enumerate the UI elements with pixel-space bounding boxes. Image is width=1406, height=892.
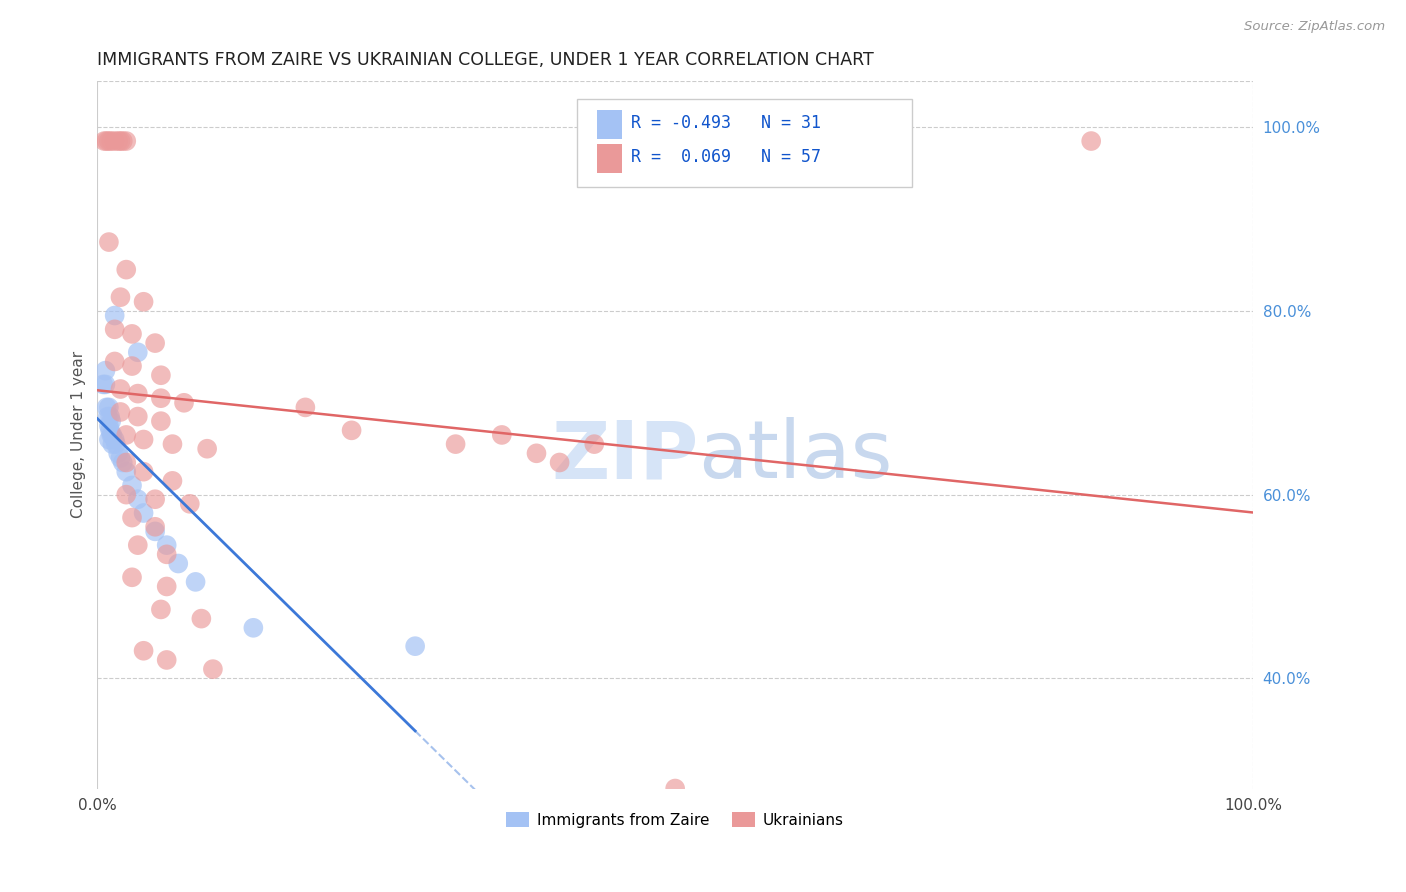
Point bbox=[104, 309, 127, 323]
Point bbox=[115, 488, 138, 502]
Point bbox=[101, 437, 124, 451]
Point bbox=[143, 492, 166, 507]
Point bbox=[167, 557, 190, 571]
Point bbox=[115, 465, 138, 479]
Point bbox=[107, 134, 129, 148]
Point bbox=[115, 262, 138, 277]
Point bbox=[173, 396, 195, 410]
Point bbox=[98, 423, 121, 437]
Text: R = -0.493   N = 31: R = -0.493 N = 31 bbox=[631, 114, 821, 132]
Point bbox=[91, 377, 114, 392]
Point bbox=[149, 391, 172, 405]
Point bbox=[127, 345, 149, 359]
Point bbox=[664, 781, 686, 796]
Point bbox=[101, 428, 124, 442]
Point bbox=[184, 574, 207, 589]
Point bbox=[526, 446, 548, 460]
Point bbox=[121, 326, 143, 341]
Bar bbox=[596, 144, 621, 173]
Text: Source: ZipAtlas.com: Source: ZipAtlas.com bbox=[1244, 20, 1385, 33]
Point bbox=[143, 520, 166, 534]
Point bbox=[110, 134, 132, 148]
Point bbox=[583, 437, 606, 451]
FancyBboxPatch shape bbox=[576, 99, 912, 187]
Point bbox=[149, 602, 172, 616]
Point bbox=[127, 538, 149, 552]
Point bbox=[127, 409, 149, 424]
Point bbox=[104, 354, 127, 368]
Point bbox=[100, 414, 122, 428]
Point bbox=[404, 639, 426, 653]
Point bbox=[294, 401, 316, 415]
Point bbox=[132, 465, 155, 479]
Point bbox=[98, 409, 121, 424]
Point bbox=[96, 134, 118, 148]
Point bbox=[97, 418, 120, 433]
Point bbox=[97, 235, 120, 249]
Point bbox=[104, 134, 127, 148]
Point bbox=[110, 405, 132, 419]
Point bbox=[96, 401, 118, 415]
Point bbox=[104, 437, 127, 451]
Point bbox=[444, 437, 467, 451]
Text: R =  0.069   N = 57: R = 0.069 N = 57 bbox=[631, 148, 821, 166]
Point bbox=[132, 433, 155, 447]
Point bbox=[104, 433, 127, 447]
Point bbox=[94, 377, 117, 392]
Point bbox=[162, 474, 184, 488]
Point bbox=[121, 359, 143, 373]
Point bbox=[143, 336, 166, 351]
Point bbox=[110, 382, 132, 396]
Point bbox=[162, 437, 184, 451]
Point bbox=[127, 492, 149, 507]
Point bbox=[121, 478, 143, 492]
Point bbox=[93, 134, 115, 148]
Point bbox=[121, 510, 143, 524]
Point bbox=[195, 442, 218, 456]
Point bbox=[107, 446, 129, 460]
Point bbox=[491, 428, 513, 442]
Text: ZIP: ZIP bbox=[551, 417, 699, 495]
Point bbox=[121, 570, 143, 584]
Point bbox=[110, 290, 132, 304]
Bar bbox=[596, 110, 621, 139]
Point bbox=[179, 497, 201, 511]
Point bbox=[548, 455, 571, 469]
Point bbox=[132, 294, 155, 309]
Point bbox=[201, 662, 224, 676]
Point bbox=[132, 506, 155, 520]
Point bbox=[156, 653, 179, 667]
Point bbox=[115, 134, 138, 148]
Point bbox=[156, 538, 179, 552]
Text: atlas: atlas bbox=[699, 417, 893, 495]
Point bbox=[340, 423, 363, 437]
Point bbox=[97, 134, 120, 148]
Point bbox=[115, 455, 138, 469]
Point bbox=[1080, 134, 1102, 148]
Point bbox=[143, 524, 166, 539]
Point bbox=[127, 386, 149, 401]
Point bbox=[149, 368, 172, 383]
Point bbox=[190, 612, 212, 626]
Point bbox=[111, 455, 134, 469]
Point bbox=[100, 134, 122, 148]
Point bbox=[111, 134, 134, 148]
Legend: Immigrants from Zaire, Ukrainians: Immigrants from Zaire, Ukrainians bbox=[501, 805, 851, 834]
Text: IMMIGRANTS FROM ZAIRE VS UKRAINIAN COLLEGE, UNDER 1 YEAR CORRELATION CHART: IMMIGRANTS FROM ZAIRE VS UKRAINIAN COLLE… bbox=[97, 51, 875, 69]
Point bbox=[132, 644, 155, 658]
Point bbox=[242, 621, 264, 635]
Point bbox=[97, 401, 120, 415]
Point bbox=[156, 547, 179, 561]
Point bbox=[110, 450, 132, 465]
Point bbox=[149, 414, 172, 428]
Point bbox=[100, 428, 122, 442]
Point bbox=[156, 579, 179, 593]
Point bbox=[115, 428, 138, 442]
Point bbox=[97, 433, 120, 447]
Y-axis label: College, Under 1 year: College, Under 1 year bbox=[72, 351, 86, 518]
Point bbox=[97, 409, 120, 424]
Point bbox=[94, 364, 117, 378]
Point bbox=[104, 322, 127, 336]
